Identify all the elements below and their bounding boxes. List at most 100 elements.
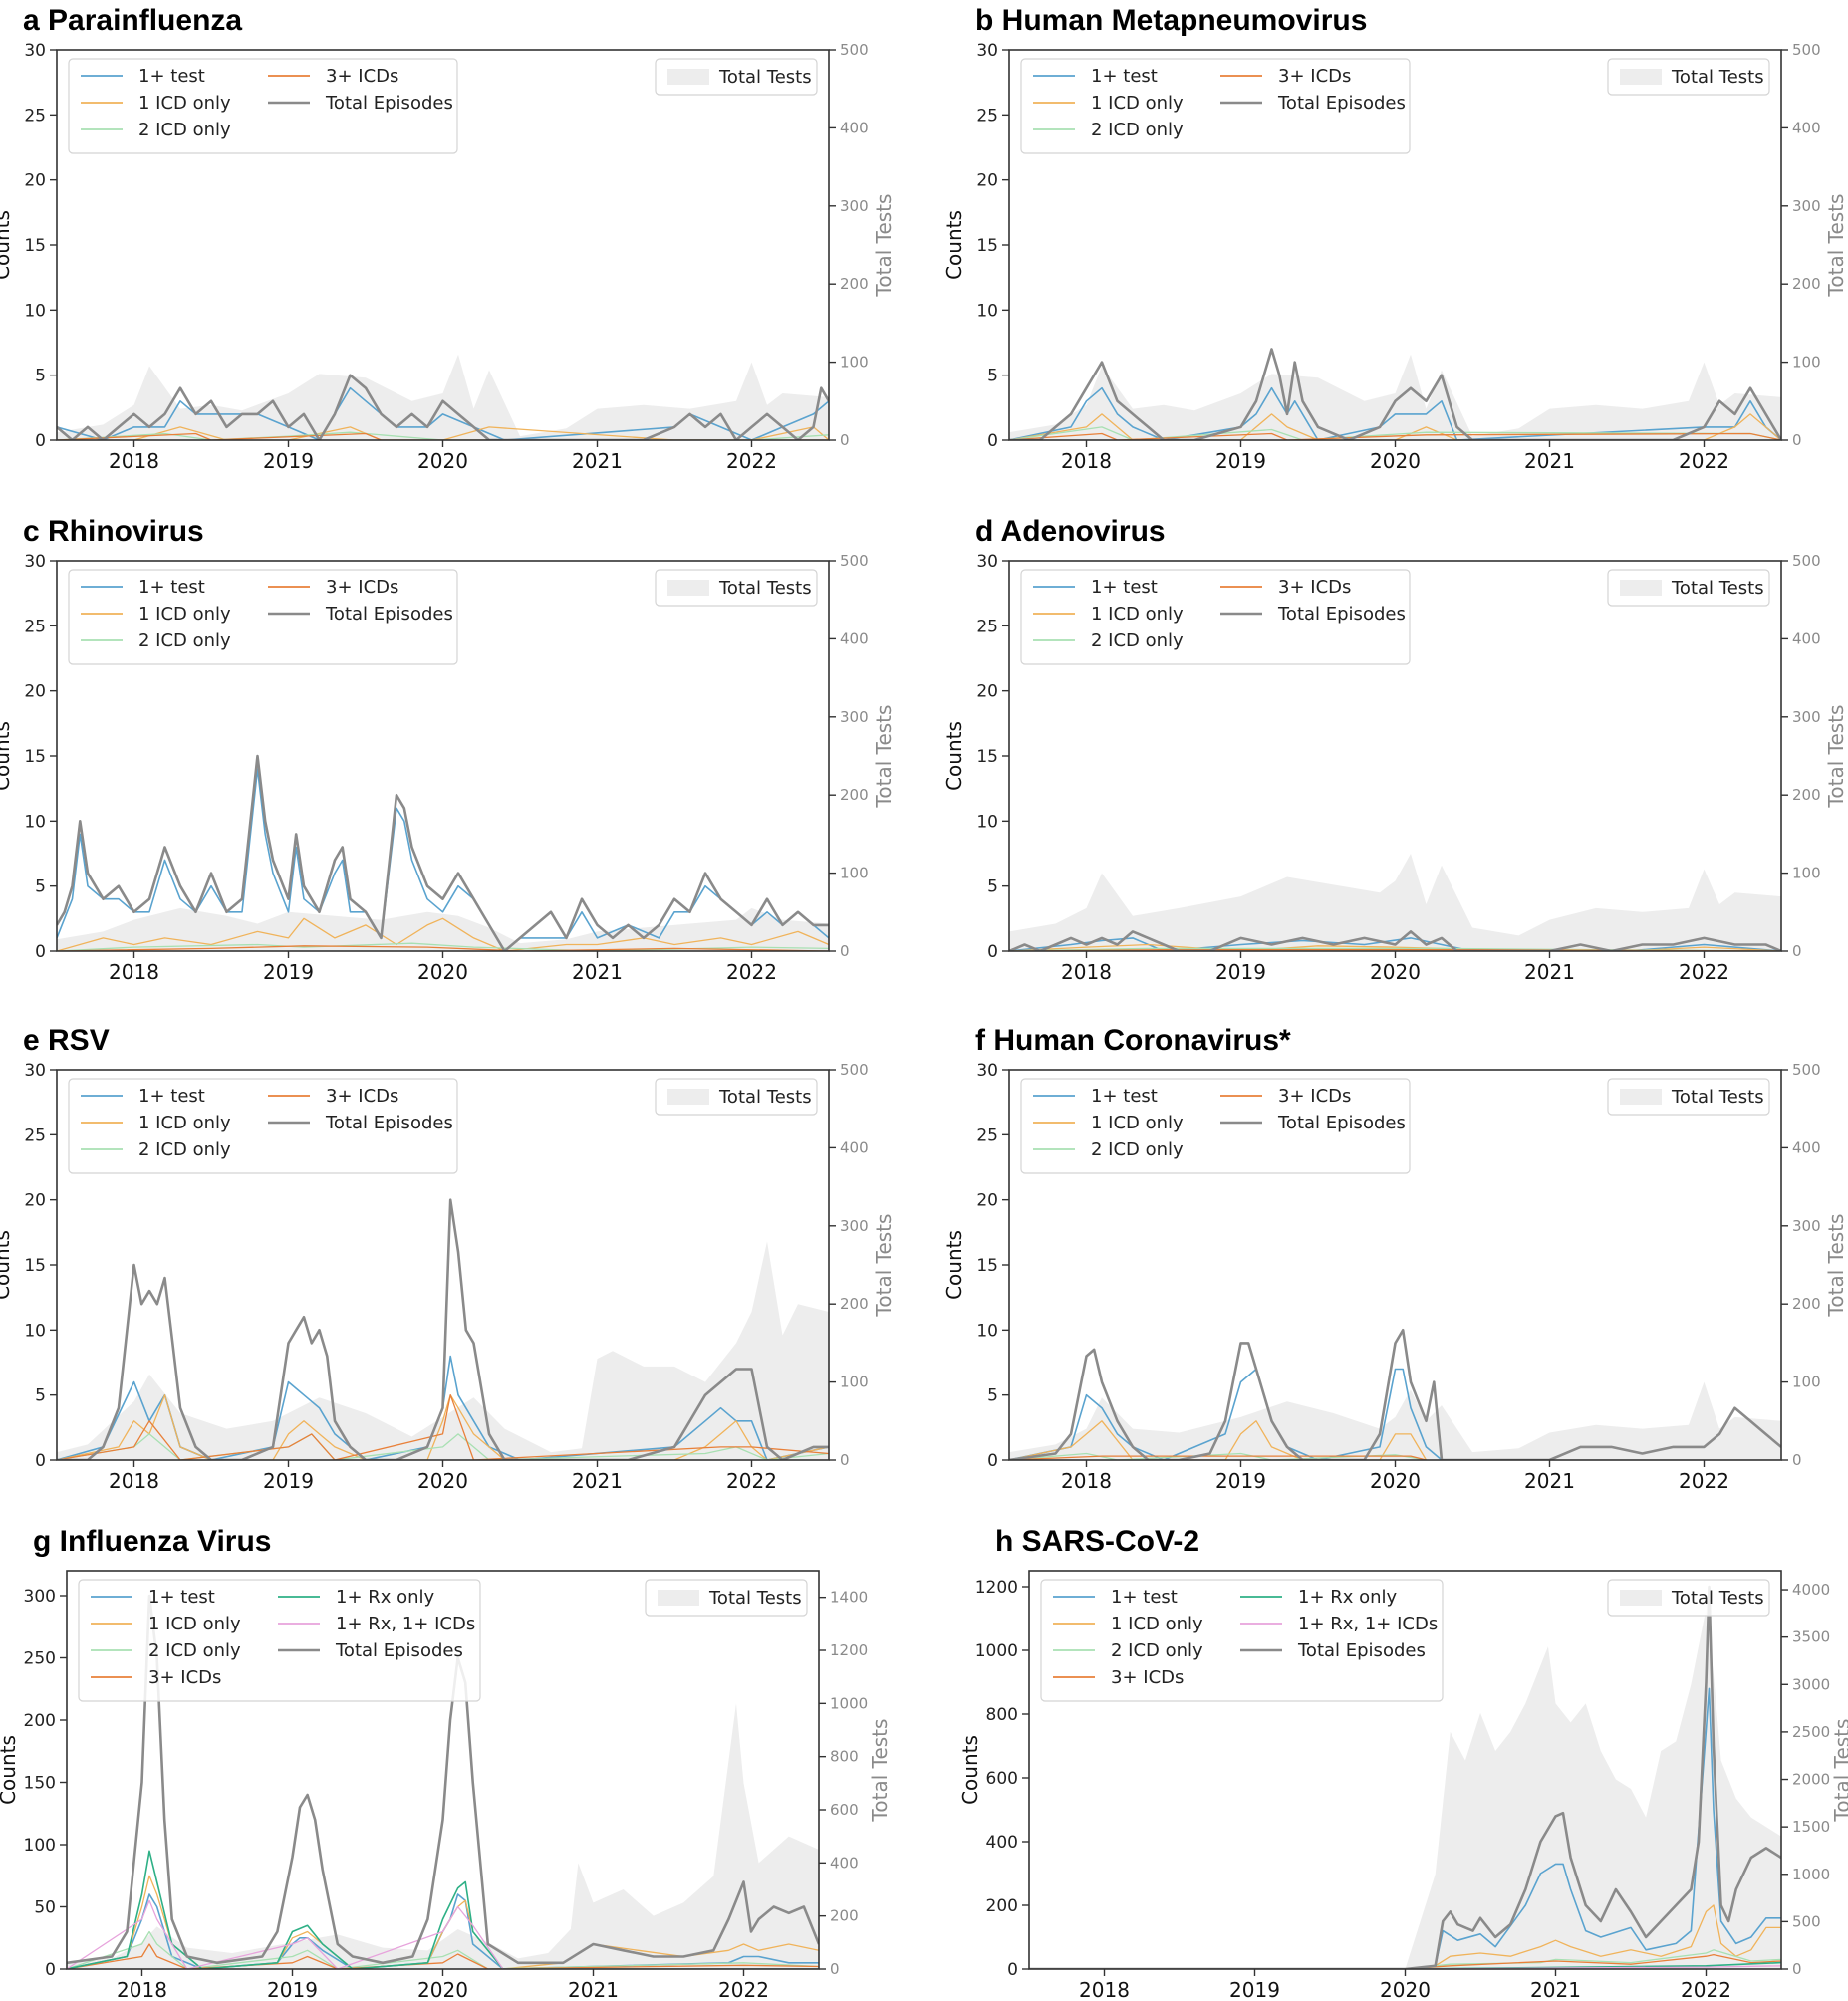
x-tick-label: 2020 [417, 960, 468, 984]
y-tick-label: 15 [976, 236, 998, 256]
series-line-total [57, 1198, 829, 1460]
x-tick-label: 2019 [263, 449, 314, 473]
y-right-tick-label: 400 [1792, 119, 1821, 136]
y-right-tick-label: 0 [830, 1960, 840, 1978]
panel-title: b Human Metapneumovirus [975, 4, 1367, 37]
y-tick-label: 0 [35, 942, 46, 962]
legend-label-total: Total Episodes [325, 1113, 453, 1133]
x-tick-label: 2020 [417, 1469, 468, 1493]
x-tick-label: 2021 [572, 1469, 623, 1493]
x-tick-label: 2021 [1524, 449, 1575, 473]
legend-label-test: 1+ test [1091, 577, 1158, 598]
series-line-rxicd [67, 1899, 819, 1969]
legend-label-icd1: 1 ICD only [138, 604, 231, 625]
x-tick-label: 2020 [1370, 449, 1421, 473]
y-right-tick-label: 300 [840, 708, 869, 726]
legend-label-total-tests: Total Tests [1671, 67, 1764, 88]
x-tick-label: 2021 [1530, 1978, 1581, 2001]
x-tick-label: 2019 [1215, 1469, 1266, 1493]
y-tick-label: 30 [24, 1061, 46, 1081]
y-tick-label: 0 [45, 1960, 56, 1980]
legend: 1+ test 1 ICD only 2 ICD only 3+ ICDs Total … [1020, 58, 1411, 154]
total-tests-area [1029, 1609, 1781, 1969]
y-right-axis-label: Total Tests [1824, 705, 1848, 809]
y-right-axis-label: Total Tests [1824, 194, 1848, 298]
legend-label-icd1: 1 ICD only [1111, 1614, 1203, 1634]
legend-label-icd1: 1 ICD only [1091, 93, 1184, 114]
y-right-tick-label: 2500 [1792, 1723, 1830, 1741]
y-right-tick-label: 500 [1792, 552, 1821, 570]
y-right-tick-label: 200 [840, 786, 869, 804]
x-tick-label: 2021 [572, 960, 623, 984]
panel-a: a Parainfluenza0510152025300100200300400… [0, 4, 896, 473]
y-right-tick-label: 400 [830, 1854, 859, 1872]
legend-label-test: 1+ test [148, 1587, 215, 1608]
legend-label-icd3: 3+ ICDs [326, 1086, 398, 1107]
y-tick-label: 5 [35, 1386, 46, 1406]
y-tick-label: 15 [24, 1256, 46, 1276]
series-line-icd2 [67, 1930, 819, 1969]
legend: 1+ test 1 ICD only 2 ICD only 3+ ICDs Total … [68, 58, 458, 154]
y-tick-label: 300 [24, 1587, 56, 1607]
y-tick-label: 10 [976, 812, 998, 832]
y-tick-label: 10 [24, 812, 46, 832]
legend-label-total: Total Episodes [325, 604, 453, 625]
y-tick-label: 30 [976, 41, 998, 61]
legend-label-icd2: 2 ICD only [138, 630, 231, 651]
legend-label-icd1: 1 ICD only [138, 1113, 231, 1133]
legend-label-total: Total Episodes [1277, 1113, 1406, 1133]
panel-h: h SARS-CoV-2 0 200 400 600 800 1000 1200 0 500 100… [958, 1525, 1848, 2001]
y-tick-label: 10 [976, 301, 998, 321]
y-right-axis-label: Total Tests [872, 194, 896, 298]
y-axis-label: Counts [0, 1230, 14, 1300]
y-axis-label: Counts [958, 1735, 982, 1805]
y-right-tick-label: 100 [840, 1374, 869, 1391]
legend-label-total-tests: Total Tests [1671, 1087, 1764, 1108]
legend-label-icd2: 2 ICD only [1091, 120, 1184, 140]
y-right-tick-label: 300 [1792, 197, 1821, 215]
legend-label-test: 1+ test [138, 66, 205, 87]
x-tick-label: 2022 [726, 960, 777, 984]
legend: 1+ test 1 ICD only 2 ICD only 3+ ICDs 1+ Rx … [78, 1579, 481, 1702]
y-right-tick-label: 500 [840, 1061, 869, 1079]
y-right-tick-label: 200 [840, 275, 869, 293]
y-right-tick-label: 600 [830, 1801, 859, 1819]
series-line-total [57, 754, 829, 951]
series-line-icd3 [1009, 432, 1781, 440]
legend-label-icd2: 2 ICD only [138, 120, 231, 140]
series-line-total [1029, 1585, 1781, 1969]
x-tick-label: 2020 [1380, 1978, 1431, 2001]
legend-label-icd2: 2 ICD only [1091, 630, 1184, 651]
tests-legend: Total Tests [645, 1579, 808, 1617]
y-right-tick-label: 0 [1792, 1451, 1802, 1469]
y-tick-label: 50 [34, 1898, 56, 1918]
y-right-tick-label: 500 [840, 552, 869, 570]
y-right-tick-label: 400 [840, 629, 869, 647]
legend-label-total-tests: Total Tests [718, 1087, 812, 1108]
y-right-tick-label: 800 [830, 1748, 859, 1766]
y-tick-label: 5 [987, 367, 998, 386]
legend-label-test: 1+ test [138, 1086, 205, 1107]
series-line-icd1 [1009, 1420, 1428, 1460]
legend-label-total-tests: Total Tests [708, 1588, 802, 1609]
legend-label-test: 1+ test [1091, 66, 1158, 87]
y-right-tick-label: 300 [840, 1217, 869, 1235]
legend-swatch-total-tests [1620, 1089, 1662, 1105]
y-right-tick-label: 400 [1792, 1138, 1821, 1156]
series-line-icd3 [57, 1394, 829, 1460]
panel-title: g Influenza Virus [33, 1525, 272, 1558]
y-tick-label: 0 [987, 431, 998, 451]
legend-label-icd3: 3+ ICDs [148, 1667, 221, 1688]
y-right-tick-label: 0 [840, 431, 850, 449]
tests-legend: Total Tests [655, 1078, 818, 1116]
legend-label-test: 1+ test [1111, 1587, 1178, 1608]
series-line-icd2 [57, 1433, 829, 1460]
series-line-test [1009, 386, 1781, 440]
y-right-axis-label: Total Tests [868, 1719, 892, 1823]
y-right-tick-label: 100 [1792, 865, 1821, 882]
x-tick-label: 2018 [1061, 1469, 1112, 1493]
x-tick-label: 2018 [1061, 960, 1112, 984]
legend-swatch-total-tests [1620, 1590, 1662, 1606]
x-tick-label: 2020 [1370, 1469, 1421, 1493]
legend-label-icd3: 3+ ICDs [326, 577, 398, 598]
